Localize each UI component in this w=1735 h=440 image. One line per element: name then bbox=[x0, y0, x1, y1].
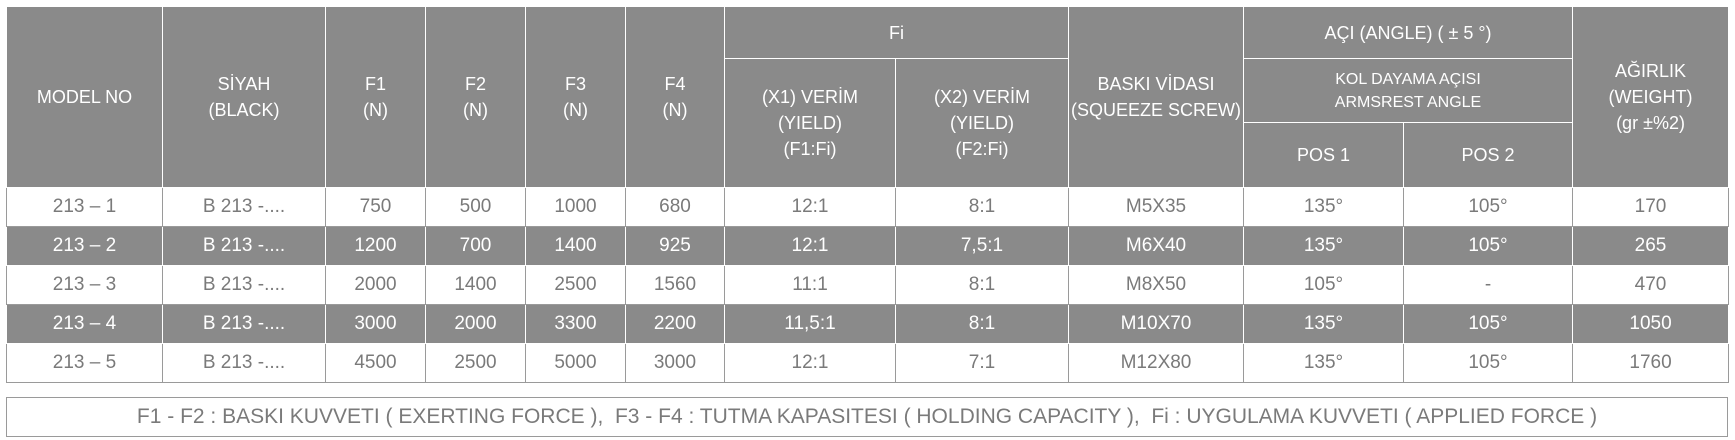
table-cell: M5X35 bbox=[1068, 187, 1244, 227]
table-cell: B 213 -.... bbox=[162, 343, 326, 383]
table-cell: 135° bbox=[1243, 304, 1404, 344]
table-cell: 2200 bbox=[625, 304, 725, 344]
table-cell: 2000 bbox=[425, 304, 526, 344]
table-cell: 12:1 bbox=[724, 343, 896, 383]
table-cell: 750 bbox=[325, 187, 426, 227]
table-cell: 170 bbox=[1572, 187, 1730, 227]
table-cell: M12X80 bbox=[1068, 343, 1244, 383]
table-cell: 3000 bbox=[325, 304, 426, 344]
table-cell: 500 bbox=[425, 187, 526, 227]
spec-table: MODEL NO SİYAH (BLACK) F1 (N) F2 (N) F3 … bbox=[6, 6, 1730, 383]
table-cell: 11,5:1 bbox=[724, 304, 896, 344]
table-cell: 8:1 bbox=[895, 265, 1069, 305]
table-cell: 105° bbox=[1402, 343, 1574, 383]
table-cell: 213 – 3 bbox=[6, 265, 163, 305]
table-cell: B 213 -.... bbox=[162, 265, 326, 305]
table-cell: 1200 bbox=[325, 226, 426, 266]
table-cell: 7:1 bbox=[895, 343, 1069, 383]
table-cell: 4500 bbox=[325, 343, 426, 383]
table-cell: B 213 -.... bbox=[162, 187, 326, 227]
table-cell: M10X70 bbox=[1068, 304, 1244, 344]
table-cell: 265 bbox=[1572, 226, 1730, 266]
header-cell: MODEL NO bbox=[6, 6, 163, 188]
table-cell: B 213 -.... bbox=[162, 304, 326, 344]
table-cell: 105° bbox=[1402, 304, 1574, 344]
header-cell: F1 (N) bbox=[325, 6, 426, 188]
table-cell: 1560 bbox=[625, 265, 725, 305]
table-cell: 680 bbox=[625, 187, 725, 227]
table-cell: 925 bbox=[625, 226, 725, 266]
table-cell: 12:1 bbox=[724, 226, 896, 266]
table-cell: 105° bbox=[1243, 265, 1404, 305]
table-cell: M6X40 bbox=[1068, 226, 1244, 266]
table-cell: 8:1 bbox=[895, 187, 1069, 227]
table-cell: 213 – 2 bbox=[6, 226, 163, 266]
table-cell: 11:1 bbox=[724, 265, 896, 305]
table-cell: 1400 bbox=[425, 265, 526, 305]
header-cell: POS 1 bbox=[1243, 122, 1404, 188]
table-cell: 1400 bbox=[525, 226, 626, 266]
table-cell: 1050 bbox=[1572, 304, 1730, 344]
table-cell: 470 bbox=[1572, 265, 1730, 305]
table-cell: 700 bbox=[425, 226, 526, 266]
table-cell: 3000 bbox=[625, 343, 725, 383]
table-cell: 213 – 5 bbox=[6, 343, 163, 383]
header-cell: F2 (N) bbox=[425, 6, 526, 188]
table-cell: 12:1 bbox=[724, 187, 896, 227]
table-cell: 8:1 bbox=[895, 304, 1069, 344]
header-cell: (X2) VERİM (YIELD) (F2:Fi) bbox=[895, 58, 1069, 188]
header-cell: Fi bbox=[724, 6, 1069, 59]
table-cell: 213 – 4 bbox=[6, 304, 163, 344]
header-cell: BASKI VİDASI (SQUEEZE SCREW) bbox=[1068, 6, 1244, 188]
table-cell: 1000 bbox=[525, 187, 626, 227]
table-cell: 105° bbox=[1402, 226, 1574, 266]
footnote: F1 - F2 : BASKI KUVVETI ( EXERTING FORCE… bbox=[6, 397, 1728, 437]
table-cell: 2000 bbox=[325, 265, 426, 305]
table-cell: 213 – 1 bbox=[6, 187, 163, 227]
header-cell: AĞIRLIK (WEIGHT) (gr ±%2) bbox=[1572, 6, 1730, 188]
table-cell: 3300 bbox=[525, 304, 626, 344]
header-cell: (X1) VERİM (YIELD) (F1:Fi) bbox=[724, 58, 896, 188]
table-cell: 5000 bbox=[525, 343, 626, 383]
table-cell: 7,5:1 bbox=[895, 226, 1069, 266]
table-cell: - bbox=[1402, 265, 1574, 305]
table-cell: 2500 bbox=[425, 343, 526, 383]
table-cell: 1760 bbox=[1572, 343, 1730, 383]
header-cell: SİYAH (BLACK) bbox=[162, 6, 326, 188]
table-cell: 105° bbox=[1402, 187, 1574, 227]
table-cell: 2500 bbox=[525, 265, 626, 305]
table-cell: 135° bbox=[1243, 187, 1404, 227]
table-cell: M8X50 bbox=[1068, 265, 1244, 305]
header-cell: KOL DAYAMA AÇISI ARMSREST ANGLE bbox=[1242, 58, 1574, 123]
header-cell: F4 (N) bbox=[625, 6, 725, 188]
table-cell: 135° bbox=[1243, 343, 1404, 383]
table-cell: 135° bbox=[1243, 226, 1404, 266]
header-cell: F3 (N) bbox=[525, 6, 626, 188]
header-cell: POS 2 bbox=[1402, 122, 1574, 188]
table-cell: B 213 -.... bbox=[162, 226, 326, 266]
header-cell: AÇI (ANGLE) ( ± 5 °) bbox=[1242, 6, 1574, 59]
